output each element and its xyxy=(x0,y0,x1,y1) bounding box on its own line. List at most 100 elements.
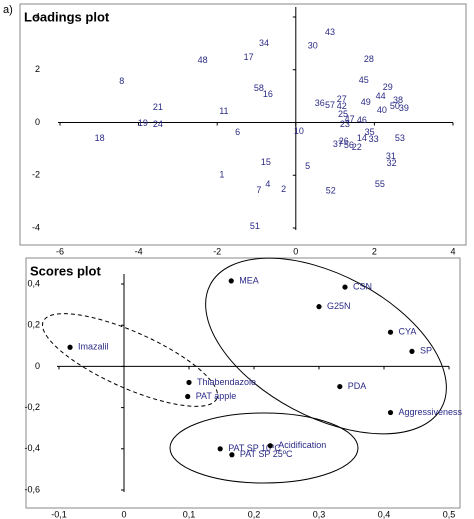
point xyxy=(67,344,73,350)
point-label: 43 xyxy=(325,27,335,37)
chart-title: Scores plot xyxy=(30,263,101,278)
point-label: 40 xyxy=(377,105,387,115)
point-label: 1 xyxy=(219,170,224,180)
y-tick-label: -0,4 xyxy=(24,443,40,453)
point-label: 2 xyxy=(281,184,286,194)
point-label: 31 xyxy=(386,151,396,161)
x-tick-label: 2 xyxy=(372,246,377,256)
point-label: PAT SP 10ºC xyxy=(228,443,281,453)
point xyxy=(337,383,343,390)
x-tick-label: 0 xyxy=(121,509,126,519)
y-tick-label: 0,2 xyxy=(27,320,40,330)
point-label: 28 xyxy=(364,54,374,64)
x-tick-label: -6 xyxy=(56,246,64,256)
point-label: 37 xyxy=(333,139,343,149)
point-label: 29 xyxy=(383,82,393,92)
point-label: 11 xyxy=(219,106,228,116)
point xyxy=(316,304,322,310)
y-tick-label: 0 xyxy=(35,117,40,127)
point-label: Acidification xyxy=(278,440,326,450)
point-label: 46 xyxy=(357,115,367,125)
point-label: MEA xyxy=(239,275,259,285)
point xyxy=(229,452,235,458)
point-label: 38 xyxy=(393,95,403,105)
point-label: 15 xyxy=(261,157,271,167)
point-label: 39 xyxy=(399,103,409,113)
point-label: 52 xyxy=(326,186,336,196)
y-tick-label: 2 xyxy=(35,64,40,74)
point-label: 36 xyxy=(315,98,325,108)
point-label: Thiabendazole xyxy=(197,377,256,387)
y-tick-label: 4 xyxy=(35,11,40,21)
point-label: SP xyxy=(420,346,432,356)
point-label: 33 xyxy=(369,134,379,144)
point-label: 25 xyxy=(338,109,348,119)
point-label: 30 xyxy=(308,40,318,50)
x-tick-label: 0,1 xyxy=(183,509,196,519)
point-label: 53 xyxy=(395,133,405,143)
point xyxy=(387,329,394,335)
point-label: 21 xyxy=(153,102,163,112)
y-tick-label: 0,4 xyxy=(27,278,40,288)
x-tick-label: 0,5 xyxy=(443,509,456,519)
point xyxy=(185,393,191,400)
point-label: 24 xyxy=(153,119,163,129)
x-tick-label: -4 xyxy=(135,246,143,256)
point-label: 57 xyxy=(325,100,335,110)
y-tick-label: -0,2 xyxy=(24,402,40,412)
point-label: Imazalil xyxy=(78,342,109,352)
y-tick-label: -0,6 xyxy=(24,484,40,494)
point-label: PAT SP 25ºC xyxy=(240,449,293,459)
point-label: Aggressiveness xyxy=(399,407,463,417)
x-tick-label: 0,4 xyxy=(378,509,391,519)
point xyxy=(342,284,348,290)
point-label: 47 xyxy=(345,114,355,124)
point-label: 49 xyxy=(361,97,371,107)
frame xyxy=(19,3,467,246)
point-label: G25N xyxy=(327,301,351,311)
point-label: 51 xyxy=(250,221,260,231)
chart-title: Loadings plot xyxy=(24,9,110,24)
point-label: 32 xyxy=(387,158,397,168)
y-tick-label: -4 xyxy=(32,222,40,232)
point-label: CYA xyxy=(399,327,417,337)
point xyxy=(387,409,394,416)
point-label: 22 xyxy=(352,142,362,152)
point-label: 6 xyxy=(235,127,240,137)
point xyxy=(228,278,234,284)
group-ellipse xyxy=(41,313,219,407)
y-tick-label: 0 xyxy=(35,361,40,371)
point-label: 7 xyxy=(256,185,261,195)
point-label: 58 xyxy=(254,83,264,93)
x-tick-label: 0,3 xyxy=(313,509,326,519)
point xyxy=(409,348,415,354)
frame xyxy=(25,257,461,509)
point-label: 18 xyxy=(95,133,105,143)
point xyxy=(267,443,273,449)
point-label: 10 xyxy=(294,126,304,136)
point-label: CSN xyxy=(353,281,372,291)
x-tick-label: -2 xyxy=(213,246,221,256)
point-label: 50 xyxy=(390,101,400,111)
point-label: 19 xyxy=(138,118,148,128)
point-label: PAT apple xyxy=(196,391,237,401)
point-label: 42 xyxy=(337,101,347,111)
figure-label: a) xyxy=(3,4,13,16)
point-label: 56 xyxy=(344,140,354,150)
point-label: 26 xyxy=(339,136,349,146)
point-label: 16 xyxy=(263,89,273,99)
point-label: 27 xyxy=(337,94,347,104)
point xyxy=(186,379,192,386)
y-tick-label: -2 xyxy=(32,170,40,180)
point-label: 44 xyxy=(376,91,386,101)
point-label: 14 xyxy=(357,133,367,143)
point-label: 8 xyxy=(119,76,124,86)
point-label: PDA xyxy=(348,381,367,391)
point-label: 35 xyxy=(365,127,375,137)
point-label: 45 xyxy=(359,75,369,85)
point-label: 55 xyxy=(375,179,385,189)
point-label: 5 xyxy=(305,161,310,171)
point-label: 48 xyxy=(198,55,208,65)
x-tick-label: 0,2 xyxy=(248,509,261,519)
